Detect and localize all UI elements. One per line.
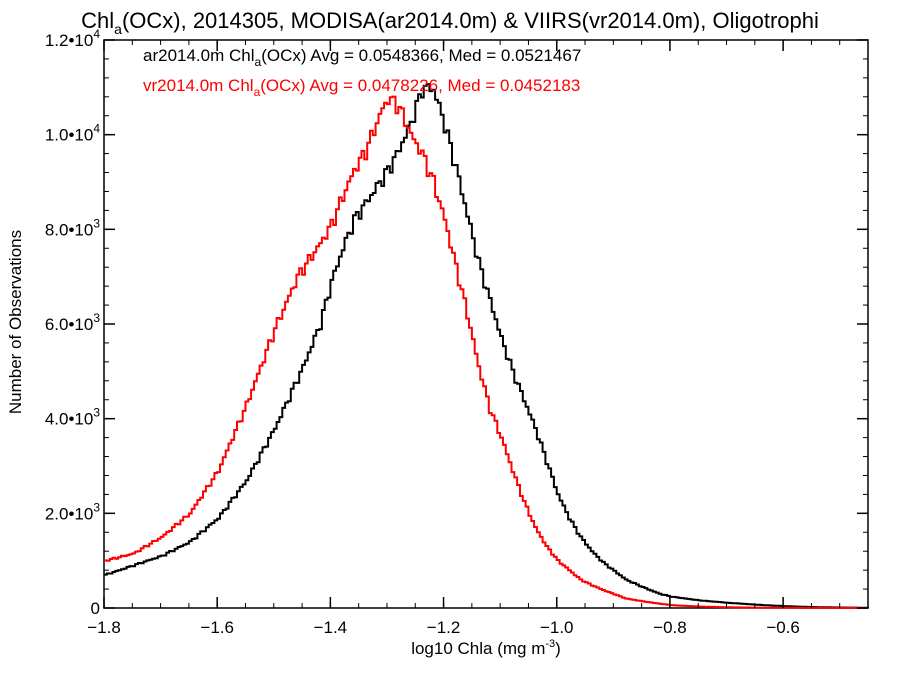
y-tick-label: 1.2•104 <box>45 27 101 50</box>
y-axis-label: Number of Observations <box>6 230 25 414</box>
series-line-0 <box>104 83 869 609</box>
x-tick-label: −0.6 <box>766 618 800 637</box>
legend-annotation-viirs: vr2014.0m Chla(OCx) Avg = 0.0478226, Med… <box>143 76 580 99</box>
chart-title: Chla(OCx), 2014305, MODISA(ar2014.0m) & … <box>81 8 819 37</box>
y-tick-label: 1.0•104 <box>45 122 101 145</box>
plot-area <box>103 39 869 609</box>
plot-frame <box>103 39 869 609</box>
axis-ticks: −1.8 −1.6 −1.4 −1.2 −1.0 −0.8 −0.6 0 2.0•103 4.0•… <box>45 27 869 637</box>
x-axis-label: log10 Chla (mg m-3) <box>411 638 561 658</box>
legend-annotation-modisa: ar2014.0m Chla(OCx) Avg = 0.0548366, Med… <box>143 46 581 69</box>
x-tick-label: −1.6 <box>200 618 234 637</box>
x-tick-label: −1.4 <box>314 618 348 637</box>
x-tick-label: −1.0 <box>540 618 574 637</box>
y-tick-label: 2.0•103 <box>45 500 101 523</box>
series-layer <box>104 83 869 609</box>
x-tick-label: −1.8 <box>87 618 121 637</box>
y-tick-label: 6.0•103 <box>45 311 101 334</box>
series-line-1 <box>104 95 868 609</box>
y-tick-label: 4.0•103 <box>45 406 101 429</box>
x-tick-label: −0.8 <box>653 618 687 637</box>
y-tick-label: 8.0•103 <box>45 216 101 239</box>
y-tick-label: 0 <box>91 599 100 618</box>
x-tick-label: −1.2 <box>427 618 461 637</box>
